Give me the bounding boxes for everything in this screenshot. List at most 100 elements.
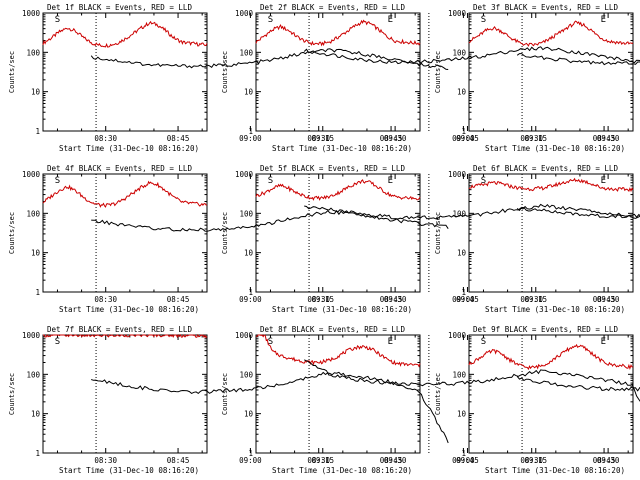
y-tick-label: 100	[452, 370, 466, 379]
x-tick-label: 08:45	[380, 456, 403, 465]
events-rate-line	[91, 209, 449, 232]
y-tick-label: 1	[35, 449, 40, 458]
y-tick-label: 10	[244, 249, 254, 258]
y-tick-label: 10	[244, 410, 254, 419]
x-tick-label: 09:00	[452, 295, 475, 304]
y-tick-label: 10	[457, 88, 467, 97]
x-axis-label: Start Time (31-Dec-10 08:16:20)	[485, 466, 625, 475]
events-rate-line	[516, 376, 640, 392]
y-tick-label: 1000	[22, 9, 41, 18]
y-tick-label: 10	[31, 410, 41, 419]
interval-marker-label: E	[601, 176, 606, 186]
lld-rate-line	[42, 20, 208, 48]
plot-frame	[255, 173, 421, 293]
y-tick-label: 1	[461, 449, 466, 458]
x-tick-label: 09:00	[452, 456, 475, 465]
y-tick-label: 1	[35, 127, 40, 136]
interval-marker-label: E	[601, 337, 606, 347]
x-tick-label: 08:30	[307, 295, 330, 304]
plot-frame	[468, 12, 634, 132]
x-tick-label: 08:30	[520, 295, 543, 304]
x-tick-label: 09:45	[456, 295, 479, 304]
x-tick-label: 08:30	[94, 134, 117, 143]
y-axis-label: Counts/sec	[8, 51, 16, 93]
chart-title: Det 5f BLACK = Events, RED = LLD	[260, 163, 405, 173]
y-tick-label: 1	[248, 127, 253, 136]
interval-marker-label: E	[388, 337, 393, 347]
interval-marker-label: S	[55, 337, 60, 347]
x-tick-label: 08:30	[520, 134, 543, 143]
plot-frame	[42, 334, 208, 454]
x-axis-label: Start Time (31-Dec-10 08:16:20)	[485, 144, 625, 153]
x-tick-label: 09:15	[311, 134, 334, 143]
chart-panel: Det 2f BLACK = Events, RED = LLD 1 10 100 10…	[221, 2, 640, 153]
interval-marker-label: E	[388, 176, 393, 186]
chart-title: Det 6f BLACK = Events, RED = LLD	[473, 163, 618, 173]
y-tick-label: 10	[457, 249, 467, 258]
lld-rate-line	[255, 179, 421, 201]
x-axis-label: Start Time (31-Dec-10 08:16:20)	[272, 466, 412, 475]
x-axis-label: Start Time (31-Dec-10 08:16:20)	[59, 144, 199, 153]
y-tick-label: 1000	[235, 9, 254, 18]
lld-rate-line	[468, 177, 634, 193]
interval-marker-label: S	[268, 176, 273, 186]
y-axis-label: Counts/sec	[434, 51, 442, 93]
plot-frame	[468, 173, 634, 293]
x-tick-label: 08:45	[593, 456, 616, 465]
chart-panel: Det 4f BLACK = Events, RED = LLD11010010…	[8, 163, 479, 314]
chart-title: Det 4f BLACK = Events, RED = LLD	[47, 163, 192, 173]
lld-rate-line	[43, 333, 208, 339]
lld-rate-line	[468, 343, 634, 371]
x-tick-label: 09:30	[597, 456, 620, 465]
events-rate-line	[516, 206, 640, 219]
x-tick-label: 09:15	[524, 295, 547, 304]
lld-rate-line	[255, 19, 421, 47]
chart-title: Det 2f BLACK = Events, RED = LLD	[260, 2, 405, 12]
lld-rate-line	[468, 20, 634, 47]
y-tick-label: 10	[457, 410, 467, 419]
plot-frame	[42, 173, 208, 293]
y-tick-label: 1000	[448, 9, 467, 18]
y-axis-label: Counts/sec	[221, 212, 229, 254]
plot-frame	[255, 12, 421, 132]
x-tick-label: 09:15	[311, 295, 334, 304]
y-tick-label: 10	[244, 88, 254, 97]
x-tick-label: 08:45	[167, 295, 190, 304]
x-axis-label: Start Time (31-Dec-10 08:16:20)	[59, 305, 199, 314]
events-rate-line	[304, 359, 640, 402]
x-tick-label: 09:45	[456, 456, 479, 465]
chart-panel: Det 3f BLACK = Events, RED = LLD 1 10 100 10…	[434, 2, 640, 153]
y-tick-label: 100	[26, 209, 40, 218]
plot-frame	[468, 334, 634, 454]
plot-frame	[42, 12, 208, 132]
x-tick-label: 08:30	[307, 134, 330, 143]
chart-title: Det 8f BLACK = Events, RED = LLD	[260, 324, 405, 334]
events-rate-line	[91, 371, 449, 444]
y-tick-label: 1	[461, 288, 466, 297]
y-tick-label: 100	[239, 48, 253, 57]
x-tick-label: 09:30	[384, 134, 407, 143]
x-axis-label: Start Time (31-Dec-10 08:16:20)	[59, 466, 199, 475]
x-tick-label: 08:45	[593, 295, 616, 304]
chart-title: Det 9f BLACK = Events, RED = LLD	[473, 324, 618, 334]
x-tick-label: 08:45	[380, 295, 403, 304]
x-tick-label: 09:15	[524, 134, 547, 143]
x-tick-label: 09:30	[597, 134, 620, 143]
interval-marker-label: S	[481, 176, 486, 186]
y-tick-label: 1	[35, 288, 40, 297]
x-tick-label: 09:00	[452, 134, 475, 143]
y-axis-label: Counts/sec	[221, 51, 229, 93]
interval-marker-label: S	[481, 15, 486, 25]
chart-title: Det 3f BLACK = Events, RED = LLD	[473, 2, 618, 12]
x-tick-label: 08:30	[94, 456, 117, 465]
x-tick-label: 09:30	[597, 295, 620, 304]
x-tick-label: 09:45	[456, 134, 479, 143]
y-tick-label: 100	[26, 370, 40, 379]
y-axis-label: Counts/sec	[434, 373, 442, 415]
interval-marker-label: S	[55, 176, 60, 186]
y-tick-label: 1000	[235, 170, 254, 179]
x-tick-label: 09:30	[384, 295, 407, 304]
x-tick-label: 09:15	[524, 456, 547, 465]
y-axis-label: Counts/sec	[434, 212, 442, 254]
x-tick-label: 08:45	[167, 456, 190, 465]
